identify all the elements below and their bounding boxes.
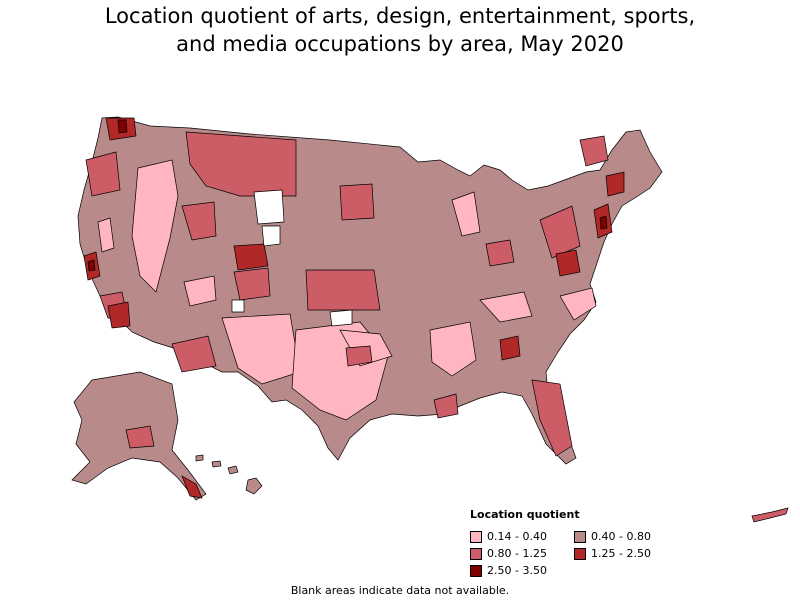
footnote: Blank areas indicate data not available.	[290, 584, 510, 597]
map-region-2	[221, 313, 301, 385]
map-region-30	[605, 171, 625, 197]
map-region-19	[539, 205, 581, 259]
map-region-36	[253, 189, 285, 225]
hawaii-island-2	[227, 465, 239, 475]
legend-item-2: 0.40 - 0.80	[574, 530, 674, 543]
map-region-10	[183, 275, 217, 307]
map-region-5	[429, 321, 477, 377]
map-region-35	[87, 259, 96, 272]
legend-grid: 0.14 - 0.40 0.40 - 0.80 0.80 - 1.25 1.25…	[470, 530, 710, 577]
map-region-38	[329, 309, 353, 327]
legend-item-3: 0.80 - 1.25	[470, 547, 570, 560]
hawaii-island-1	[245, 477, 263, 495]
legend-label-1: 0.14 - 0.40	[487, 530, 547, 543]
map-region-24	[579, 135, 609, 167]
hawaii-island-4	[195, 454, 204, 462]
map-region-6	[479, 291, 533, 323]
hawaii-island-3	[211, 460, 222, 468]
map-region-31	[499, 335, 521, 361]
map-region-15	[171, 335, 217, 373]
legend-swatch-2	[574, 530, 586, 543]
map-region-14	[233, 267, 271, 301]
map-title-line-1: Location quotient of arts, design, enter…	[104, 4, 696, 28]
legend-swatch-3	[470, 547, 482, 560]
map-title: Location quotient of arts, design, enter…	[0, 2, 800, 58]
map-region-7	[451, 191, 481, 237]
legend-swatch-5	[470, 564, 482, 577]
map-region-32	[107, 301, 131, 329]
map-region-17	[339, 183, 375, 221]
map-regions	[71, 116, 789, 523]
legend-title: Location quotient	[470, 508, 580, 521]
legend-swatch-1	[470, 530, 482, 543]
map-region-11	[185, 131, 297, 197]
territory-island	[751, 507, 789, 523]
map-region-25	[233, 243, 269, 271]
legend-label-3: 0.80 - 1.25	[487, 547, 547, 560]
map-region-21	[433, 393, 459, 419]
legend-item-5: 2.50 - 3.50	[470, 564, 570, 577]
map-region-9	[559, 287, 597, 321]
map-region-34	[599, 215, 608, 230]
alaska-region-1	[125, 425, 155, 449]
map-region-12	[305, 269, 381, 311]
map-region-37	[261, 225, 281, 247]
map-region-8	[97, 217, 115, 253]
map-region-39	[231, 299, 245, 313]
legend-label-2: 0.40 - 0.80	[591, 530, 651, 543]
legend-swatch-4	[574, 547, 586, 560]
map-region-23	[85, 151, 121, 197]
legend-item-1: 0.14 - 0.40	[470, 530, 570, 543]
map-region-27	[555, 249, 581, 277]
legend-item-4: 1.25 - 2.50	[574, 547, 674, 560]
map-region-33	[117, 119, 128, 134]
map-legend: Location quotient 0.14 - 0.40 0.40 - 0.8…	[470, 508, 710, 577]
legend-label-5: 2.50 - 3.50	[487, 564, 547, 577]
legend-label-4: 1.25 - 2.50	[591, 547, 651, 560]
map-region-20	[485, 239, 515, 267]
map-region-22	[345, 345, 373, 367]
map-region-16	[531, 379, 573, 457]
alaska-region-2	[181, 475, 203, 499]
map-title-line-2: and media occupations by area, May 2020	[176, 32, 624, 56]
map-region-13	[181, 201, 217, 241]
map-region-1	[131, 159, 179, 293]
